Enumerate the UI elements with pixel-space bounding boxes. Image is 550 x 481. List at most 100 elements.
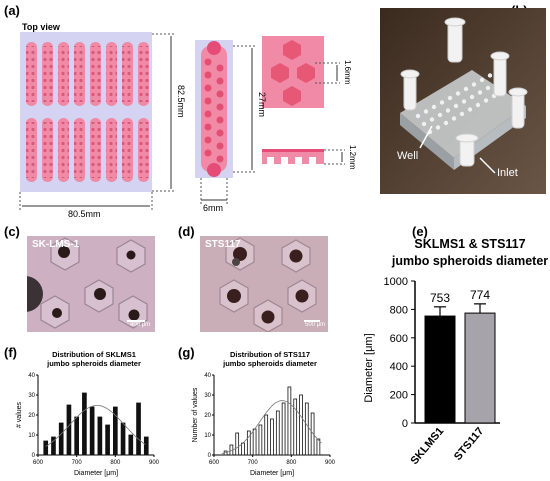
histogram-x-tick-label: 600 [33,460,44,466]
histogram-bar [246,430,251,456]
histogram-x-tick-label: 600 [209,460,220,466]
histogram-y-tick-label: 0 [208,453,212,459]
histogram-y-tick-label: 20 [204,413,211,419]
histogram-x-axis-label: Diameter [μm] [74,470,118,477]
histogram-x-tick-label: 800 [110,460,121,466]
histogram-y-tick-label: 30 [204,393,211,399]
chart-y-axis-label: Diameter [μm] [363,333,375,402]
dim-channel-length-label: 27mm [257,92,267,118]
histogram-bar [113,406,118,456]
histogram-title-line1: Distribution of SKLMS1 [52,350,136,359]
histogram-bar [304,402,309,456]
histogram-x-tick-label: 700 [72,460,83,466]
panel-label-e: (e) [412,224,428,239]
dim-channel-width-label: 6mm [203,203,223,213]
histogram-y-tick-label: 10 [204,433,211,439]
histogram-bar [120,422,126,456]
histogram-y-tick-label: 40 [28,373,35,379]
histogram-bar [316,438,321,456]
chart-title-line2: jumbo spheroids diameter [391,254,548,268]
chart-bar [464,312,496,424]
chart-data-label: 774 [470,288,490,302]
dim-pitch-label: 1.6mm [343,60,352,85]
chart-title-line1: SKLMS1 & STS117 [414,237,525,251]
top-view-label: Top view [22,22,60,32]
histogram-y-axis-label: # values [16,401,23,428]
chart-y-tick-label: 200 [390,390,408,402]
histogram-bar [58,422,64,456]
cell-line-label-sts117: STS117 [205,239,241,250]
histogram-bar [299,394,303,456]
histogram-x-axis-label: Diameter [μm] [250,470,294,477]
histogram-bar [97,416,103,456]
histogram-bar [287,386,292,456]
histogram-y-tick-label: 30 [28,393,35,399]
device-photo [380,8,546,194]
cell-line-label-sklms1: SK-LMS-1 [32,239,80,250]
chart-x-tick-label: SKLMS1 [408,425,446,467]
histogram-fit-curve [221,400,322,454]
histogram-bar [105,424,110,456]
histogram-bar [235,432,240,456]
chart-y-tick-label: 600 [390,333,408,345]
chart-bar [424,315,456,424]
histogram-bar [275,410,280,456]
dim-height-label: 82.5mm [176,85,186,118]
dim-width-label: 80.5mm [68,209,101,219]
histogram-bar [82,392,87,456]
chart-y-tick-label: 1000 [384,276,408,288]
panel-label-g: (g) [178,345,195,360]
histogram-bar [310,412,315,456]
micrograph-sts117 [200,236,328,332]
histogram-title-line1: Distribution of STS117 [230,350,310,359]
chart-mean-diameter: SKLMS1 & STS117 jumbo spheroids diameter… [363,237,548,467]
histogram-bar [43,440,49,456]
panel-label-a: (a) [4,3,20,18]
histogram-y-tick-label: 40 [204,373,211,379]
inlet-label: Inlet [497,167,518,179]
chart-y-tick-label: 800 [390,304,408,316]
histogram-bar [270,418,274,456]
histogram-bar [143,436,149,456]
histogram-bar [66,404,72,456]
histogram-bar [258,424,263,456]
histogram-bar [281,402,286,456]
histogram-y-axis-label: Number of values [192,387,199,442]
chart-data-label: 753 [430,291,450,305]
chart-y-tick-label: 0 [402,418,408,430]
device-schematic [19,32,345,210]
scale-bar-label-d: 500 μm [305,322,326,328]
histogram-title-line2: jumbo spheroids diameter [222,359,317,368]
well-label: Well [397,150,419,162]
histogram-x-tick-label: 800 [286,460,297,466]
histogram-title-line2: jumbo spheroids diameter [46,359,141,368]
histogram-fit-curve [45,405,146,447]
scale-bar-label-c: 400 μm [130,322,151,328]
panel-label-c: (c) [4,224,20,239]
panel-label-d: (d) [178,224,195,239]
histogram-bar [128,434,134,456]
micrograph-sklms1 [27,236,155,332]
histogram-y-tick-label: 0 [32,453,36,459]
histogram-bar [51,436,56,456]
histogram-x-tick-label: 900 [325,460,336,466]
histogram-bar [74,416,80,456]
panel-label-f: (f) [4,345,17,360]
histogram-y-tick-label: 20 [28,413,35,419]
histogram-bar [293,398,298,456]
histogram-bar [241,442,245,456]
channel-array [26,42,149,182]
dim-depth-label: 1.2mm [348,145,357,170]
histogram-bar [89,406,95,456]
histogram-y-tick-label: 10 [28,433,35,439]
histogram-bar [136,402,141,456]
chart-x-tick-label: STS117 [452,425,486,463]
histogram-bar [264,414,269,456]
histogram-bar [252,428,257,456]
cross-section [262,150,324,164]
histogram-x-tick-label: 700 [248,460,259,466]
chart-y-tick-label: 400 [390,361,408,373]
histogram-x-tick-label: 900 [149,460,160,466]
